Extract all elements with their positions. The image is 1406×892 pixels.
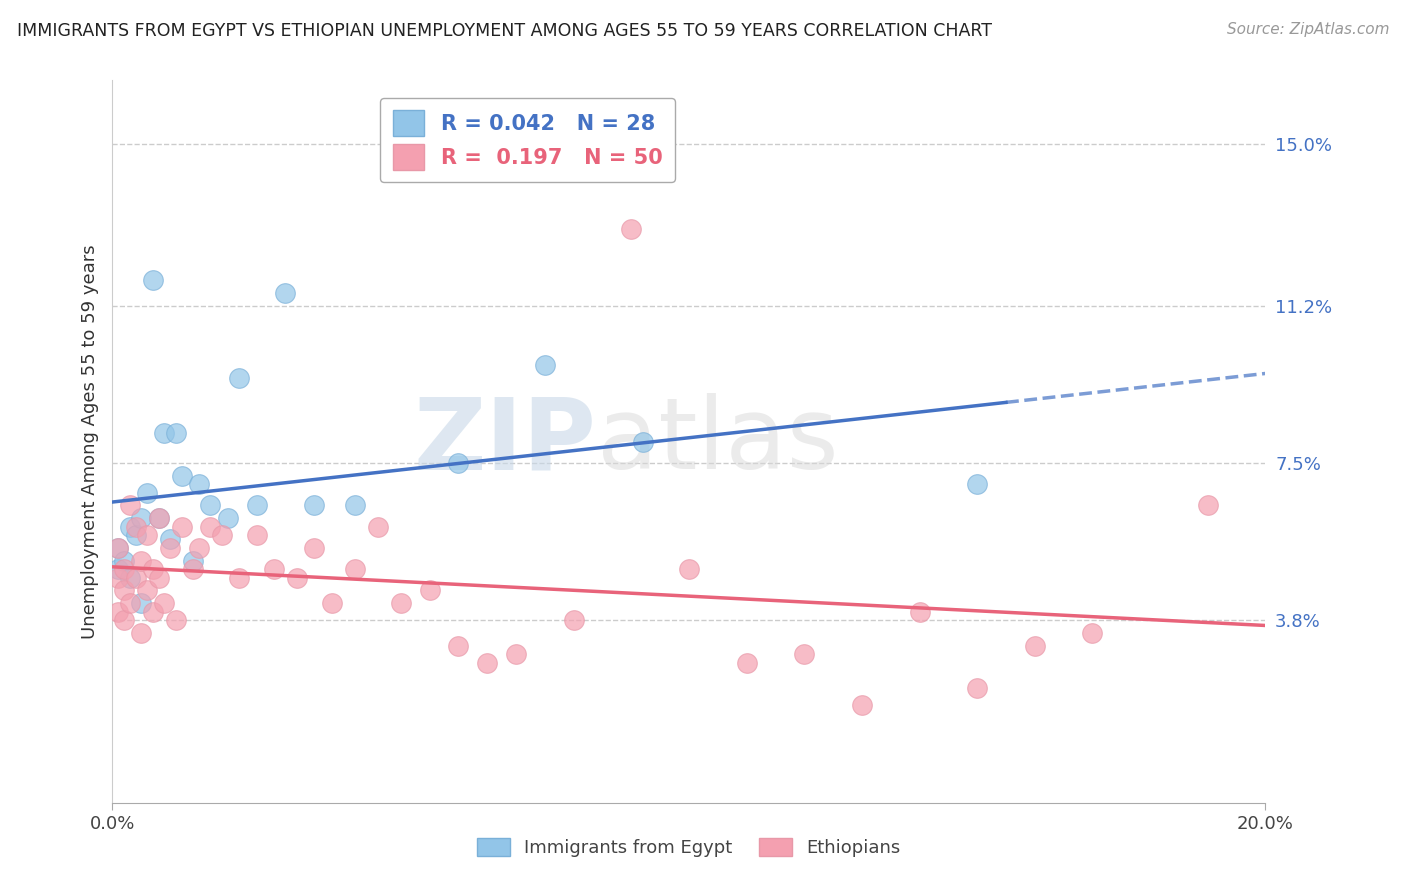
Point bbox=[1024, 639, 1046, 653]
Point bbox=[112, 553, 135, 567]
Point bbox=[124, 519, 146, 533]
Point bbox=[217, 511, 239, 525]
Point bbox=[966, 681, 988, 695]
Text: Source: ZipAtlas.com: Source: ZipAtlas.com bbox=[1226, 22, 1389, 37]
Point bbox=[129, 511, 153, 525]
Point bbox=[148, 570, 170, 584]
Point bbox=[188, 541, 211, 555]
Point bbox=[246, 528, 269, 542]
Text: IMMIGRANTS FROM EGYPT VS ETHIOPIAN UNEMPLOYMENT AMONG AGES 55 TO 59 YEARS CORREL: IMMIGRANTS FROM EGYPT VS ETHIOPIAN UNEMP… bbox=[17, 22, 991, 40]
Point bbox=[908, 605, 931, 619]
Point bbox=[153, 425, 176, 440]
Point bbox=[851, 698, 873, 712]
Point bbox=[285, 570, 308, 584]
Point bbox=[228, 371, 250, 385]
Point bbox=[170, 468, 193, 483]
Point bbox=[136, 485, 159, 500]
Point bbox=[129, 625, 153, 640]
Point bbox=[321, 596, 343, 610]
Point bbox=[304, 498, 326, 512]
Point bbox=[136, 583, 159, 598]
Point bbox=[181, 553, 204, 567]
Point bbox=[129, 596, 153, 610]
Text: ZIP: ZIP bbox=[413, 393, 596, 490]
Point bbox=[124, 528, 146, 542]
Point bbox=[263, 562, 285, 576]
Text: atlas: atlas bbox=[596, 393, 838, 490]
Point bbox=[228, 570, 250, 584]
Point bbox=[153, 596, 176, 610]
Point bbox=[159, 533, 181, 547]
Point bbox=[118, 519, 141, 533]
Point bbox=[136, 528, 159, 542]
Point bbox=[631, 434, 654, 449]
Point bbox=[367, 519, 389, 533]
Point bbox=[735, 656, 758, 670]
Point bbox=[148, 511, 170, 525]
Point bbox=[107, 541, 129, 555]
Point bbox=[274, 285, 297, 300]
Point bbox=[170, 519, 193, 533]
Point bbox=[107, 541, 129, 555]
Point bbox=[246, 498, 269, 512]
Point bbox=[107, 570, 129, 584]
Point bbox=[112, 613, 135, 627]
Point bbox=[118, 498, 141, 512]
Point bbox=[200, 498, 222, 512]
Point bbox=[142, 562, 165, 576]
Point bbox=[534, 358, 557, 372]
Point bbox=[124, 570, 146, 584]
Point bbox=[118, 570, 141, 584]
Point bbox=[148, 511, 170, 525]
Point bbox=[159, 541, 181, 555]
Point bbox=[562, 613, 585, 627]
Legend: Immigrants from Egypt, Ethiopians: Immigrants from Egypt, Ethiopians bbox=[468, 829, 910, 866]
Point bbox=[1081, 625, 1104, 640]
Point bbox=[678, 562, 700, 576]
Point bbox=[211, 528, 233, 542]
Point bbox=[1197, 498, 1219, 512]
Point bbox=[475, 656, 499, 670]
Point bbox=[304, 541, 326, 555]
Point bbox=[188, 477, 211, 491]
Point bbox=[142, 605, 165, 619]
Point bbox=[129, 553, 153, 567]
Point bbox=[165, 425, 187, 440]
Point bbox=[107, 562, 129, 576]
Point bbox=[165, 613, 187, 627]
Point bbox=[966, 477, 988, 491]
Point bbox=[112, 583, 135, 598]
Point bbox=[793, 647, 815, 661]
Point bbox=[419, 583, 441, 598]
Point bbox=[447, 456, 470, 470]
Point bbox=[112, 562, 135, 576]
Point bbox=[107, 605, 129, 619]
Point bbox=[389, 596, 412, 610]
Point bbox=[200, 519, 222, 533]
Point bbox=[142, 273, 165, 287]
Point bbox=[343, 498, 366, 512]
Y-axis label: Unemployment Among Ages 55 to 59 years: Unemployment Among Ages 55 to 59 years bbox=[80, 244, 98, 639]
Point bbox=[118, 596, 141, 610]
Point bbox=[505, 647, 527, 661]
Point bbox=[620, 222, 643, 236]
Point bbox=[181, 562, 204, 576]
Point bbox=[343, 562, 366, 576]
Point bbox=[447, 639, 470, 653]
